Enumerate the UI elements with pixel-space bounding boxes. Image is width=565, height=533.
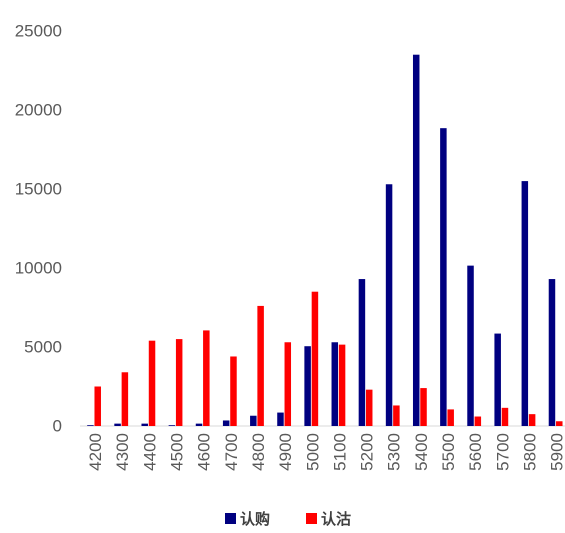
bar-put-5100 [338,344,346,426]
bar-call-4300 [114,423,121,426]
bar-call-5000 [304,346,311,426]
bar-call-4600 [195,423,203,426]
bar-call-4900 [277,412,284,426]
bar-put-4600 [203,330,210,426]
bar-put-4900 [284,342,292,426]
bar-call-5800 [521,181,529,426]
bar-call-5400 [412,54,420,426]
legend-label-put: 认沽 [321,510,351,528]
bar-call-5600 [467,265,474,426]
x-tick-label-5600: 5600 [466,433,485,471]
x-tick-label-5400: 5400 [412,433,431,471]
x-tick-label-4500: 4500 [168,433,187,471]
bar-put-4200 [94,386,101,426]
bar-call-4400 [141,423,148,426]
x-tick-label-4300: 4300 [113,433,132,471]
x-tick-label-5500: 5500 [439,433,458,471]
legend-item-put: 认沽 [306,510,351,528]
y-tick-label-25000: 25000 [15,22,62,41]
bar-put-4400 [148,340,156,426]
bar-call-5200 [358,279,366,426]
bar-put-5600 [474,416,482,426]
legend: 认购 认沽 [225,510,351,528]
x-tick-label-5800: 5800 [520,433,539,471]
y-tick-label-15000: 15000 [15,180,62,199]
bar-put-5200 [365,389,373,426]
bar-call-4700 [222,420,230,426]
y-axis-tick-labels: 0 5000 10000 15000 20000 25000 [15,22,62,436]
bar-put-4700 [230,356,237,426]
legend-swatch-put [306,513,317,524]
x-axis-tick-labels: 4200 4300 4400 4500 4600 4700 4800 4900 5000 5100… [86,433,565,471]
x-tick-label-4700: 4700 [222,433,241,471]
bar-call-4800 [250,415,257,426]
legend-item-call: 认购 [225,510,270,528]
bar-call-5900 [548,279,556,426]
x-tick-label-5700: 5700 [493,433,512,471]
legend-label-call: 认购 [240,510,270,528]
x-tick-label-5000: 5000 [303,433,322,471]
y-tick-label-0: 0 [53,417,62,436]
x-tick-label-5300: 5300 [385,433,404,471]
bar-call-4500 [168,425,176,426]
x-tick-label-5900: 5900 [548,433,565,471]
bar-put-5500 [447,409,454,426]
y-tick-label-10000: 10000 [15,259,62,278]
x-tick-label-4800: 4800 [249,433,268,471]
bar-put-5700 [501,407,509,426]
bar-call-5700 [494,333,501,426]
x-tick-label-5100: 5100 [330,433,349,471]
bar-call-5300 [385,184,393,426]
bar-put-4800 [257,305,264,426]
bars [87,54,563,427]
x-tick-label-5200: 5200 [358,433,377,471]
x-tick-label-4600: 4600 [195,433,214,471]
x-tick-label-4200: 4200 [86,433,105,471]
bar-put-5300 [393,405,400,426]
bar-put-5800 [528,414,536,426]
bar-put-5900 [556,421,563,426]
legend-swatch-call [225,513,236,524]
bar-call-4200 [87,425,94,426]
bar-call-5500 [440,128,447,427]
y-tick-label-20000: 20000 [15,101,62,120]
bar-put-5400 [420,388,427,426]
x-tick-label-4900: 4900 [276,433,295,471]
y-tick-label-5000: 5000 [24,338,62,357]
x-tick-label-4400: 4400 [140,433,159,471]
bar-put-4300 [121,372,129,426]
bar-put-5000 [311,291,319,426]
bar-put-4500 [175,339,183,426]
bar-call-5100 [331,342,339,426]
